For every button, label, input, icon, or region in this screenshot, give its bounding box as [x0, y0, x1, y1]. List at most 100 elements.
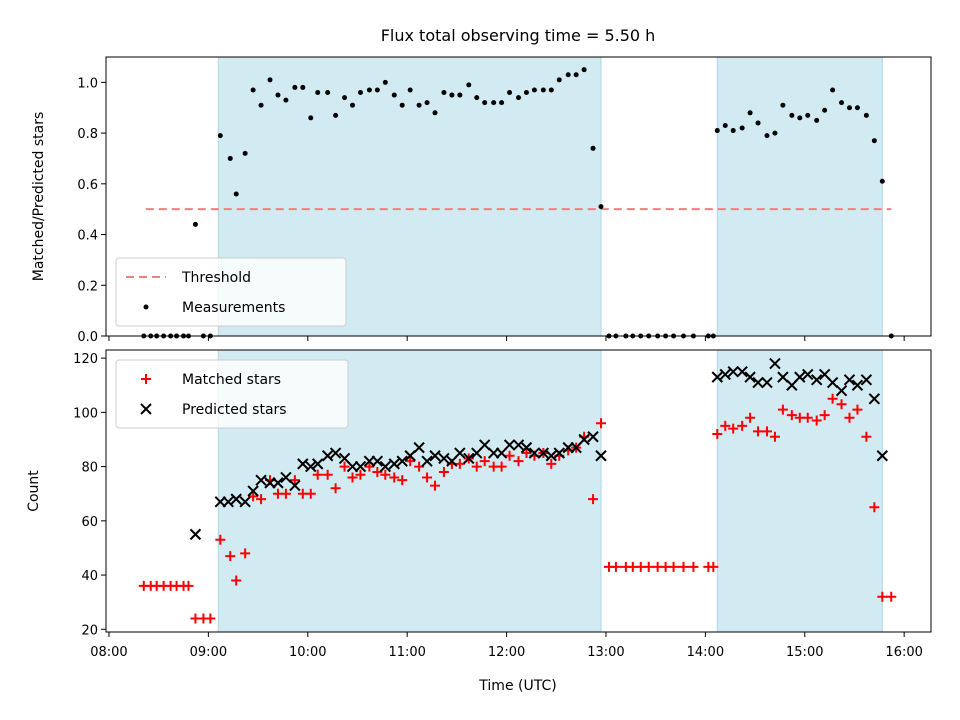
predicted-point	[826, 376, 839, 389]
measurement-point	[449, 92, 455, 98]
predicted-point	[752, 376, 764, 389]
x-tick-label: 13:00	[587, 645, 624, 660]
matched-point	[811, 415, 822, 426]
measurement-point	[531, 87, 537, 93]
predicted-point	[280, 471, 292, 484]
x-tick-label: 10:00	[289, 645, 326, 660]
measurement-point	[283, 97, 289, 103]
predicted-point	[769, 357, 781, 370]
measurement-point	[548, 87, 554, 93]
matched-point	[877, 591, 888, 602]
matched-point	[231, 575, 242, 586]
matched-point	[753, 426, 764, 437]
matched-point	[720, 420, 731, 431]
matched-point	[504, 450, 515, 461]
matched-point	[827, 393, 838, 404]
measurement-point	[267, 77, 273, 83]
measurement-point	[830, 87, 836, 93]
legend-label: Measurements	[182, 300, 285, 316]
x-tick-label: 08:00	[90, 645, 127, 660]
matched-point	[496, 461, 507, 472]
matched-point	[240, 548, 251, 559]
predicted-point	[305, 460, 317, 473]
y-axis-label: Count	[26, 470, 42, 512]
measurement-point	[227, 155, 233, 161]
matched-point	[688, 561, 699, 572]
measurement-point	[250, 87, 256, 93]
measurement-point	[374, 87, 380, 93]
matched-point	[836, 399, 847, 410]
matched-point	[248, 491, 259, 502]
matched-point	[225, 551, 236, 562]
predicted-point	[421, 455, 433, 467]
predicted-point	[463, 452, 475, 465]
matched-point	[861, 431, 872, 442]
x-tick-label: 16:00	[885, 645, 922, 660]
matched-point	[886, 591, 897, 602]
x-tick-label: 12:00	[488, 645, 525, 660]
predicted-point	[321, 450, 334, 462]
matched-point	[802, 412, 813, 423]
measurement-point	[846, 105, 852, 111]
y-tick-label: 0.0	[77, 330, 98, 345]
predicted-point	[454, 447, 466, 459]
measurement-point	[516, 95, 521, 101]
y-tick-label: 80	[81, 461, 98, 476]
matched-point	[471, 461, 482, 472]
measurement-point	[300, 84, 306, 90]
measurement-point	[325, 90, 331, 96]
predicted-point	[329, 447, 342, 459]
x-tick-label: 15:00	[786, 645, 823, 660]
legend-measurement-marker	[143, 304, 149, 310]
matched-point	[389, 472, 400, 483]
predicted-point	[297, 458, 309, 470]
measurement-point	[441, 90, 447, 96]
matched-point	[769, 431, 780, 442]
matched-point	[712, 429, 723, 440]
matched-point	[339, 461, 350, 472]
predicted-point	[503, 439, 516, 451]
predicted-point	[761, 376, 773, 389]
legend-label: Matched stars	[182, 372, 281, 388]
measurement-point	[275, 92, 281, 98]
x-tick-label: 09:00	[190, 645, 227, 660]
measurement-point	[714, 128, 720, 134]
measurement-point	[258, 102, 264, 108]
matched-point	[777, 404, 788, 415]
predicted-point	[537, 447, 550, 459]
predicted-point	[222, 496, 234, 508]
matched-point	[183, 580, 194, 591]
measurement-point	[482, 100, 488, 106]
measurement-point	[854, 105, 860, 111]
ratio-panel: 0.0 0.2 0.4 0.6 0.8 1.0 Matched/Predicted star…	[31, 56, 932, 345]
predicted-point	[404, 450, 416, 462]
predicted-point	[727, 365, 739, 378]
predicted-point	[429, 450, 441, 462]
matched-point	[397, 475, 408, 486]
measurement-point	[747, 110, 753, 116]
predicted-point	[595, 450, 607, 462]
measurement-point	[764, 133, 770, 139]
matched-point	[355, 469, 366, 480]
y-tick-label: 0.2	[77, 279, 98, 294]
measurement-point	[357, 90, 363, 96]
legend-box	[115, 257, 347, 327]
measurement-point	[308, 115, 314, 121]
y-tick-label: 40	[81, 569, 98, 584]
predicted-point	[711, 371, 724, 383]
measurement-point	[399, 102, 405, 108]
predicted-point	[868, 393, 881, 405]
x-axis-label: Time (UTC)	[478, 678, 556, 694]
measurement-point	[730, 128, 736, 134]
predicted-point	[189, 528, 202, 541]
matched-point	[643, 561, 654, 572]
predicted-point	[744, 371, 756, 383]
y-tick-label: 100	[73, 406, 98, 421]
predicted-point	[272, 477, 284, 489]
predicted-point	[520, 441, 533, 454]
measurement-point	[366, 87, 372, 93]
measurement-point	[457, 92, 463, 98]
matched-point	[205, 613, 216, 624]
matched-point	[728, 423, 739, 434]
measurement-point	[432, 110, 438, 116]
